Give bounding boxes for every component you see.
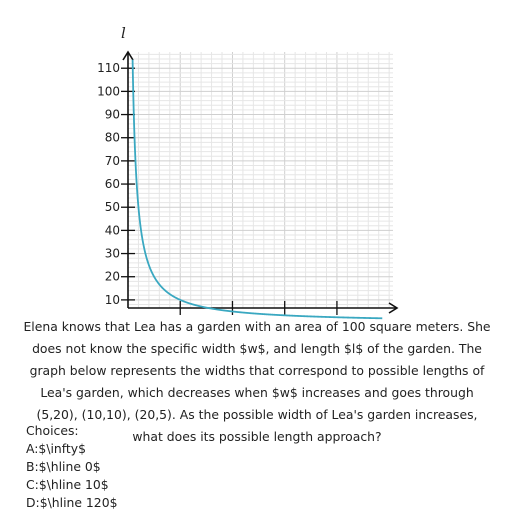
choice-c[interactable]: C:$\hline 10$ (26, 477, 109, 492)
y-tick-label: 90 (105, 108, 120, 122)
y-tick-label: 10 (105, 293, 120, 307)
choice-a[interactable]: A:$\infty$ (26, 441, 87, 456)
choices-heading: Choices: (26, 423, 79, 438)
y-tick-label: 30 (105, 247, 120, 261)
y-tick-label: 110 (97, 61, 120, 75)
choices: Choices: A:$\infty$ B:$\hline 0$ C:$\hli… (26, 422, 117, 512)
choice-d[interactable]: D:$\hline 120$ (26, 495, 118, 510)
x-axis-arrow (388, 302, 399, 314)
series-line (131, 59, 383, 320)
y-tick-label: 100 (97, 84, 120, 98)
question-text: Elena knows that Lea has a garden with a… (23, 319, 491, 444)
y-tick-label: 50 (105, 200, 120, 214)
y-axis-arrow (122, 50, 134, 61)
axes (122, 50, 399, 314)
y-tick-label: 80 (105, 131, 120, 145)
y-tick-label: 40 (105, 223, 120, 237)
series-layer (131, 59, 383, 320)
chart: 10203040506070809010011010203040 w l (97, 24, 399, 320)
choice-b[interactable]: B:$\hline 0$ (26, 459, 101, 474)
y-tick-label: 60 (105, 177, 120, 191)
grid (128, 52, 393, 308)
y-tick-label: 70 (105, 154, 120, 168)
y-axis-label: l (121, 24, 126, 42)
y-tick-label: 20 (105, 270, 120, 284)
ticks: 10203040506070809010011010203040 (97, 61, 338, 315)
